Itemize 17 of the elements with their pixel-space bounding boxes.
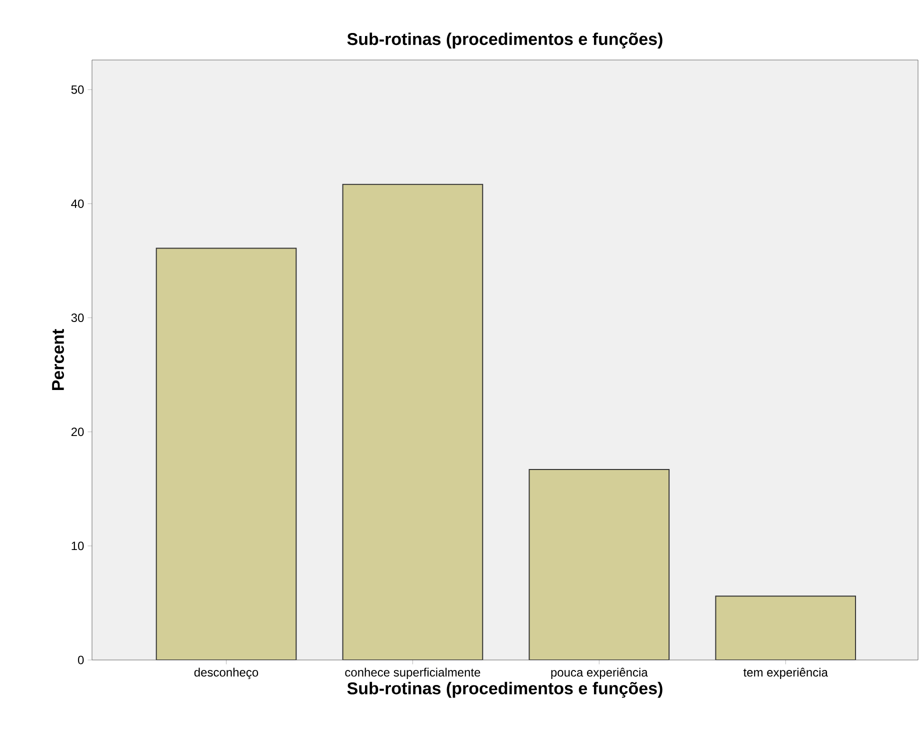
x-tick-label: desconheço xyxy=(194,668,258,680)
bar xyxy=(156,248,297,660)
y-axis-title: Percent xyxy=(52,329,64,390)
y-tick-label: 50 xyxy=(71,85,84,94)
x-axis-title: Sub-rotinas (procedimentos e funções) xyxy=(347,682,662,698)
bar xyxy=(528,468,670,660)
x-tick-label: pouca experiência xyxy=(551,668,648,680)
x-tick-label: tem experiência xyxy=(743,668,828,680)
y-tick-label: 20 xyxy=(71,428,84,436)
bar xyxy=(715,596,856,660)
y-tick-label: 40 xyxy=(71,199,84,208)
y-tick-label: 10 xyxy=(72,542,84,550)
y-tick-label: 0 xyxy=(78,656,84,664)
chart-title: Sub-rotinas (procedimentos e funções) xyxy=(347,32,662,48)
y-tick-label: 30 xyxy=(71,314,84,322)
x-tick-label: conhece superficialmente xyxy=(345,668,480,679)
bar xyxy=(342,184,484,660)
